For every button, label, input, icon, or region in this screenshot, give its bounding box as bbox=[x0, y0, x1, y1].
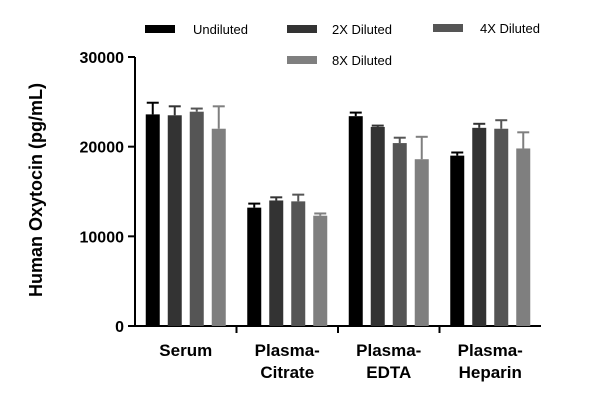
bar bbox=[145, 114, 160, 327]
x-category-label: Plasma- bbox=[458, 341, 523, 360]
x-category-label: Plasma- bbox=[356, 341, 421, 360]
legend-item-2x-diluted: 2X Diluted bbox=[287, 22, 392, 37]
bar bbox=[472, 127, 487, 326]
bar bbox=[494, 128, 509, 326]
bars bbox=[145, 111, 531, 327]
legend-item-8x-diluted: 8X Diluted bbox=[287, 53, 392, 68]
error-bars bbox=[146, 101, 530, 216]
bar bbox=[392, 143, 407, 326]
x-category-label: EDTA bbox=[366, 363, 411, 382]
x-axis: Serum Plasma- Citrate Plasma- EDTA Plasma- Hep… bbox=[135, 325, 541, 382]
bar bbox=[414, 159, 429, 326]
x-category-label: Plasma- bbox=[255, 341, 320, 360]
bar bbox=[313, 215, 328, 326]
legend-swatch-undiluted bbox=[145, 25, 175, 33]
legend-label-8x-diluted: 8X Diluted bbox=[332, 53, 392, 68]
legend-swatch-4x-diluted bbox=[433, 24, 463, 32]
y-tick-label: 30000 bbox=[80, 50, 125, 67]
y-tick-label: 10000 bbox=[80, 229, 125, 246]
bar bbox=[269, 200, 284, 326]
y-axis-title: Human Oxytocin (pg/mL) bbox=[26, 83, 46, 297]
legend-label-undiluted: Undiluted bbox=[193, 22, 248, 37]
legend-item-4x-diluted: 4X Diluted bbox=[433, 21, 540, 36]
legend-item-undiluted: Undiluted bbox=[145, 22, 248, 37]
legend-swatch-8x-diluted bbox=[287, 56, 317, 64]
bar bbox=[516, 148, 531, 326]
bar bbox=[167, 115, 182, 327]
x-category-label: Heparin bbox=[459, 363, 522, 382]
x-category-label: Serum bbox=[159, 341, 212, 360]
y-tick-label: 0 bbox=[115, 319, 124, 336]
bar bbox=[450, 155, 465, 326]
bar bbox=[211, 128, 226, 326]
bar bbox=[189, 111, 204, 327]
bar bbox=[247, 207, 262, 326]
bar bbox=[370, 126, 385, 326]
x-category-label: Citrate bbox=[260, 363, 314, 382]
legend-label-4x-diluted: 4X Diluted bbox=[480, 21, 540, 36]
y-tick-label: 20000 bbox=[80, 140, 125, 157]
legend-swatch-2x-diluted bbox=[287, 25, 317, 33]
y-axis: 0 10000 20000 30000 bbox=[80, 50, 136, 336]
bar bbox=[348, 116, 363, 327]
bar bbox=[291, 201, 306, 326]
legend-label-2x-diluted: 2X Diluted bbox=[332, 22, 392, 37]
legend: Undiluted 2X Diluted 4X Diluted 8X Dilut… bbox=[145, 21, 540, 68]
